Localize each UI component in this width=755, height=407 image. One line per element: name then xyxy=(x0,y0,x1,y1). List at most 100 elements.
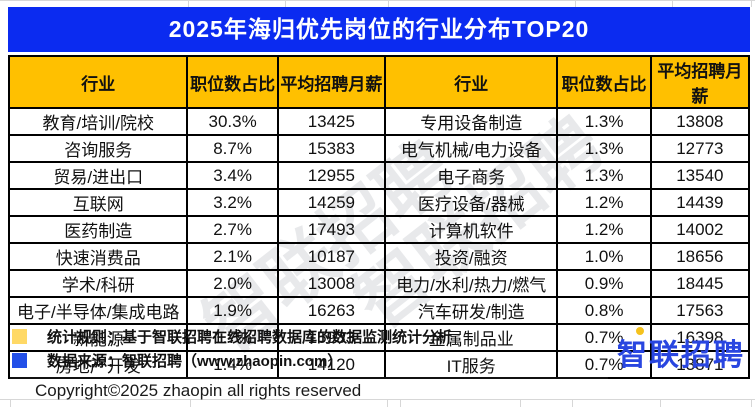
cell-salary: 12773 xyxy=(649,134,751,163)
cell-pct: 1.4% xyxy=(186,350,279,379)
cell-salary: 15933 xyxy=(276,323,386,352)
cell-salary: 14259 xyxy=(276,188,386,217)
gridline-tick xyxy=(751,399,752,407)
cell-salary: 10187 xyxy=(276,242,386,271)
cell-pct: 0.9% xyxy=(556,269,652,298)
cell-salary: 13425 xyxy=(276,107,386,136)
cell-pct: 1.2% xyxy=(556,215,652,244)
gridline-tick xyxy=(387,399,388,407)
cell-industry: 教育/培训/院校 xyxy=(7,107,189,136)
column-header-industry: 行业 xyxy=(383,55,559,109)
gridline-tick xyxy=(672,0,673,7)
cell-industry: 新能源 xyxy=(7,323,189,352)
table-row: 新能源 1.7% 15933 金属制品业 0.7% 16398 xyxy=(7,323,751,352)
gridline-tick xyxy=(572,399,573,407)
legend-blue-swatch xyxy=(12,353,27,368)
cell-industry: 咨询服务 xyxy=(7,134,189,163)
gridline-tick xyxy=(388,0,389,7)
column-header-salary: 平均招聘月薪 xyxy=(276,55,386,109)
industry-distribution-table: 行业 职位数占比 平均招聘月薪 行业 职位数占比 平均招聘月薪 教育/培训/院校 30.3%… xyxy=(7,55,751,379)
cell-salary: 18656 xyxy=(649,242,751,271)
gridline-tick xyxy=(188,0,189,7)
cell-salary: 18445 xyxy=(649,269,751,298)
gridline-horizontal xyxy=(0,399,755,400)
chart-title: 2025年海归优先岗位的行业分布TOP20 xyxy=(8,7,750,52)
cell-pct: 3.4% xyxy=(186,161,279,190)
column-header-industry: 行业 xyxy=(7,55,189,109)
table-row: 学术/科研 2.0% 13008 电力/水利/热力/燃气 0.9% 18445 xyxy=(7,269,751,298)
zhaopin-logo: 智联招聘 xyxy=(617,327,745,374)
cell-industry: 专用设备制造 xyxy=(383,107,559,136)
table-row: 互联网 3.2% 14259 医疗设备/器械 1.2% 14439 xyxy=(7,188,751,217)
cell-salary: 16263 xyxy=(276,296,386,325)
table-row: 教育/培训/院校 30.3% 13425 专用设备制造 1.3% 13808 xyxy=(7,107,751,136)
logo-text: 智联招聘 xyxy=(617,339,745,372)
cell-salary: 13871 xyxy=(649,350,751,379)
legend-stat-rule: 统计规则：基于智联招聘在线招聘数据库的数据监测统计分析 xyxy=(12,326,452,347)
cell-industry: IT服务 xyxy=(383,350,559,379)
cell-industry: 贸易/进出口 xyxy=(7,161,189,190)
cell-pct: 2.1% xyxy=(186,242,279,271)
cell-industry: 汽车研发/制造 xyxy=(383,296,559,325)
column-header-salary: 平均招聘月薪 xyxy=(649,55,751,109)
table-header-row: 行业 职位数占比 平均招聘月薪 行业 职位数占比 平均招聘月薪 xyxy=(7,55,751,109)
cell-industry: 互联网 xyxy=(7,188,189,217)
cell-pct: 1.7% xyxy=(186,323,279,352)
table-row: 房地产开发 1.4% 14120 IT服务 0.7% 13871 xyxy=(7,350,751,379)
table-row: 医药制造 2.7% 17493 计算机软件 1.2% 14002 xyxy=(7,215,751,244)
gridline-tick xyxy=(660,399,661,407)
table-row: 咨询服务 8.7% 15383 电气机械/电力设备 1.3% 12773 xyxy=(7,134,751,163)
cell-salary: 14002 xyxy=(649,215,751,244)
legend-yellow-swatch xyxy=(12,329,27,344)
cell-pct: 8.7% xyxy=(186,134,279,163)
cell-pct: 1.3% xyxy=(556,134,652,163)
cell-industry: 电子/半导体/集成电路 xyxy=(7,296,189,325)
gridline-tick xyxy=(190,399,191,407)
cell-industry: 医药制造 xyxy=(7,215,189,244)
gridline-horizontal xyxy=(0,0,755,1)
table-row: 贸易/进出口 3.4% 12955 电子商务 1.3% 13540 xyxy=(7,161,751,190)
cell-pct: 30.3% xyxy=(186,107,279,136)
cell-pct: 1.3% xyxy=(556,161,652,190)
divider-line xyxy=(10,377,608,379)
gridline-tick xyxy=(285,0,286,7)
gridline-tick xyxy=(520,399,521,407)
cell-pct: 1.9% xyxy=(186,296,279,325)
cell-pct: 1.3% xyxy=(556,107,652,136)
cell-pct: 2.0% xyxy=(186,269,279,298)
cell-pct: 0.8% xyxy=(556,296,652,325)
cell-salary: 14439 xyxy=(649,188,751,217)
table-row: 电子/半导体/集成电路 1.9% 16263 汽车研发/制造 0.8% 17563 xyxy=(7,296,751,325)
gridline-tick xyxy=(10,399,11,407)
cell-salary: 13808 xyxy=(649,107,751,136)
gridline-tick xyxy=(400,399,401,407)
legend-data-source: 数据来源：智联招聘（www.zhaopin.com） xyxy=(12,350,342,371)
column-header-pct: 职位数占比 xyxy=(556,55,652,109)
cell-salary: 13540 xyxy=(649,161,751,190)
cell-pct: 1.0% xyxy=(556,242,652,271)
cell-salary: 17563 xyxy=(649,296,751,325)
cell-industry: 计算机软件 xyxy=(383,215,559,244)
cell-pct: 0.7% xyxy=(556,323,652,352)
cell-salary: 16398 xyxy=(649,323,751,352)
cell-pct: 1.2% xyxy=(556,188,652,217)
cell-industry: 投资/融资 xyxy=(383,242,559,271)
cell-industry: 学术/科研 xyxy=(7,269,189,298)
gridline-tick xyxy=(751,0,752,7)
cell-pct: 3.2% xyxy=(186,188,279,217)
cell-industry: 电力/水利/热力/燃气 xyxy=(383,269,559,298)
cell-industry: 电气机械/电力设备 xyxy=(383,134,559,163)
cell-salary: 17493 xyxy=(276,215,386,244)
cell-salary: 15383 xyxy=(276,134,386,163)
copyright-text: Copyright©2025 zhaopin all rights reserv… xyxy=(35,381,362,400)
cell-industry: 快速消费品 xyxy=(7,242,189,271)
data-source-text: 数据来源：智联招聘（www.zhaopin.com） xyxy=(47,353,343,370)
logo-dot-icon xyxy=(636,327,644,335)
cell-industry: 电子商务 xyxy=(383,161,559,190)
cell-industry: 医疗设备/器械 xyxy=(383,188,559,217)
stat-rule-text: 统计规则：基于智联招聘在线招聘数据库的数据监测统计分析 xyxy=(47,329,453,346)
cell-industry: 金属制品业 xyxy=(383,323,559,352)
cell-pct: 2.7% xyxy=(186,215,279,244)
cell-salary: 14120 xyxy=(276,350,386,379)
table-row: 快速消费品 2.1% 10187 投资/融资 1.0% 18656 xyxy=(7,242,751,271)
